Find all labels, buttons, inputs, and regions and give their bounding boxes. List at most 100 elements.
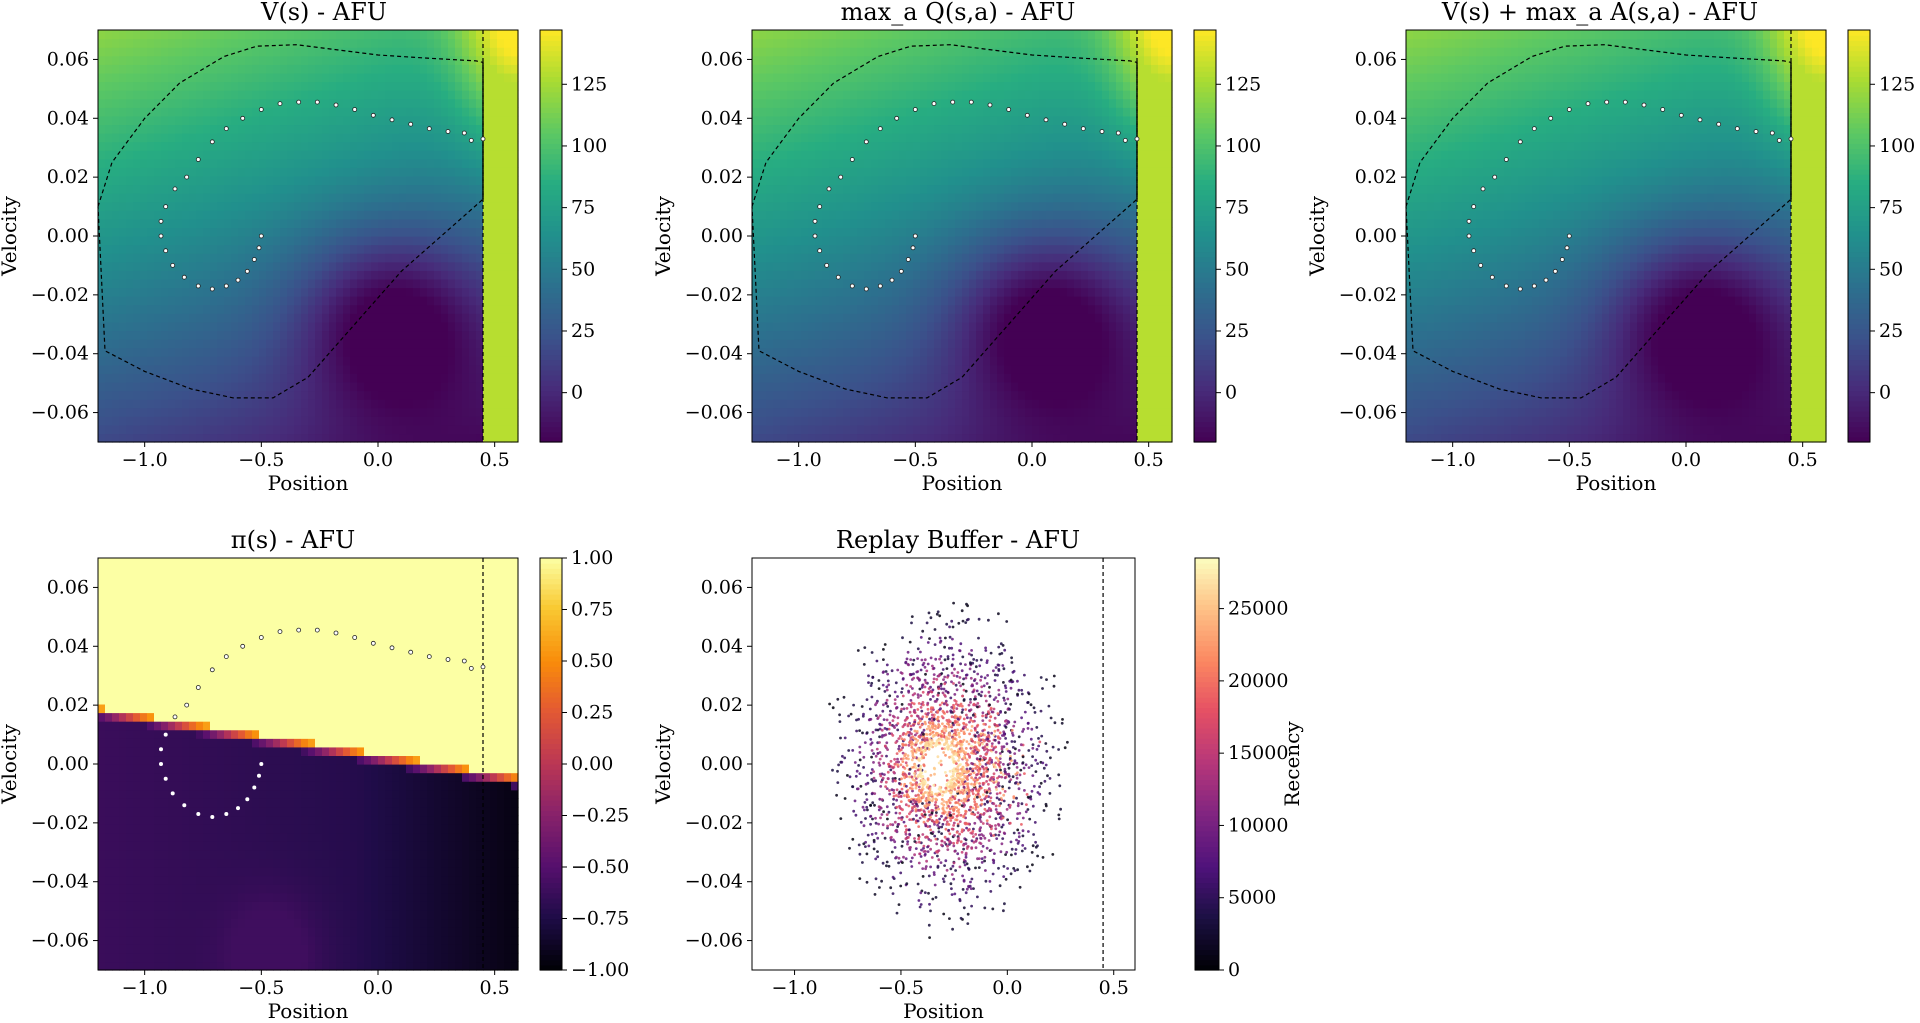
- heatmap-cell: [787, 270, 795, 280]
- heatmap-cell: [766, 184, 774, 194]
- heatmap-cell: [780, 158, 788, 168]
- heatmap-cell: [857, 424, 865, 435]
- heatmap-cell: [836, 133, 844, 143]
- heatmap-cell: [168, 193, 176, 203]
- heatmap-cell: [287, 278, 295, 289]
- heatmap-cell: [983, 261, 991, 271]
- heatmap-cell: [126, 278, 134, 289]
- heatmap-cell: [252, 287, 260, 297]
- heatmap-cell: [934, 81, 942, 91]
- heatmap-cell: [962, 90, 970, 100]
- heatmap-cell: [504, 330, 512, 340]
- heatmap-cell: [892, 278, 900, 289]
- colorbar-cell: [540, 55, 562, 62]
- heatmap-cell: [210, 81, 218, 91]
- heatmap-cell: [829, 90, 837, 100]
- heatmap-cell: [934, 407, 942, 417]
- heatmap-cell: [196, 107, 204, 117]
- heatmap-cell: [420, 141, 428, 151]
- heatmap-cell: [490, 115, 498, 126]
- heatmap-cell: [899, 38, 907, 48]
- heatmap-cell: [490, 339, 498, 349]
- heatmap-cell: [829, 158, 837, 168]
- heatmap-cell: [329, 72, 337, 83]
- heatmap-cell: [490, 218, 498, 229]
- heatmap-cell: [238, 210, 246, 220]
- heatmap-cell: [175, 175, 183, 186]
- heatmap-cell: [203, 158, 211, 168]
- heatmap-cell: [154, 133, 162, 143]
- heatmap-cell: [182, 399, 190, 409]
- heatmap-cell: [189, 330, 197, 340]
- heatmap-cell: [315, 253, 323, 263]
- heatmap-cell: [462, 218, 470, 229]
- heatmap-cell: [252, 424, 260, 435]
- heatmap-cell: [364, 278, 372, 289]
- heatmap-cell: [203, 30, 211, 40]
- heatmap-cell: [175, 381, 183, 392]
- heatmap-cell: [1004, 390, 1012, 400]
- heatmap-cell: [990, 313, 998, 323]
- heatmap-cell: [175, 210, 183, 220]
- heatmap-cell: [287, 433, 295, 443]
- heatmap-cell: [217, 330, 225, 340]
- heatmap-cell: [140, 364, 148, 374]
- heatmap-cell: [469, 72, 477, 83]
- colorbar-tick-label: 25: [571, 320, 595, 342]
- heatmap-cell: [997, 278, 1005, 289]
- heatmap-cell: [836, 201, 844, 211]
- heatmap-cell: [815, 399, 823, 409]
- heatmap-cell: [273, 407, 281, 417]
- heatmap-cell: [441, 150, 449, 160]
- heatmap-cell: [850, 373, 858, 383]
- heatmap-cell: [427, 90, 435, 100]
- heatmap-cell: [189, 399, 197, 409]
- heatmap-cell: [497, 218, 505, 229]
- heatmap-cell: [252, 167, 260, 177]
- heatmap-cell: [906, 124, 914, 134]
- heatmap-cell: [140, 72, 148, 83]
- heatmap-cell: [189, 90, 197, 100]
- heatmap-cell: [343, 115, 351, 126]
- heatmap-cell: [766, 253, 774, 263]
- heatmap-cell: [343, 30, 351, 40]
- heatmap-cell: [399, 253, 407, 263]
- heatmap-cell: [322, 278, 330, 289]
- heatmap-cell: [483, 81, 491, 91]
- heatmap-cell: [780, 330, 788, 340]
- heatmap-cell: [154, 167, 162, 177]
- heatmap-cell: [469, 390, 477, 400]
- heatmap-cell: [287, 313, 295, 323]
- heatmap-cell: [245, 253, 253, 263]
- heatmap-cell: [399, 313, 407, 323]
- heatmap-cell: [308, 90, 316, 100]
- heatmap-cell: [364, 72, 372, 83]
- heatmap-cell: [511, 141, 519, 151]
- heatmap-cell: [941, 296, 949, 306]
- heatmap-cell: [822, 278, 830, 289]
- heatmap-cell: [161, 399, 169, 409]
- heatmap-cell: [1018, 278, 1026, 289]
- heatmap-cell: [280, 210, 288, 220]
- heatmap-cell: [759, 407, 767, 417]
- heatmap-cell: [808, 270, 816, 280]
- colorbar-cell: [540, 133, 562, 139]
- heatmap-cell: [969, 72, 977, 83]
- heatmap-cell: [850, 227, 858, 237]
- heatmap-cell: [1004, 193, 1012, 203]
- heatmap-cell: [455, 167, 463, 177]
- heatmap-cell: [483, 416, 491, 426]
- heatmap-cell: [1004, 373, 1012, 383]
- heatmap-cell: [455, 210, 463, 220]
- heatmap-cell: [780, 124, 788, 134]
- heatmap-cell: [1025, 347, 1033, 357]
- heatmap-cell: [210, 193, 218, 203]
- heatmap-cell: [427, 339, 435, 349]
- heatmap-cell: [294, 175, 302, 186]
- heatmap-cell: [427, 287, 435, 297]
- heatmap-cell: [920, 227, 928, 237]
- heatmap-cell: [462, 133, 470, 143]
- heatmap-cell: [462, 433, 470, 443]
- heatmap-cell: [364, 236, 372, 246]
- heatmap-cell: [511, 55, 519, 65]
